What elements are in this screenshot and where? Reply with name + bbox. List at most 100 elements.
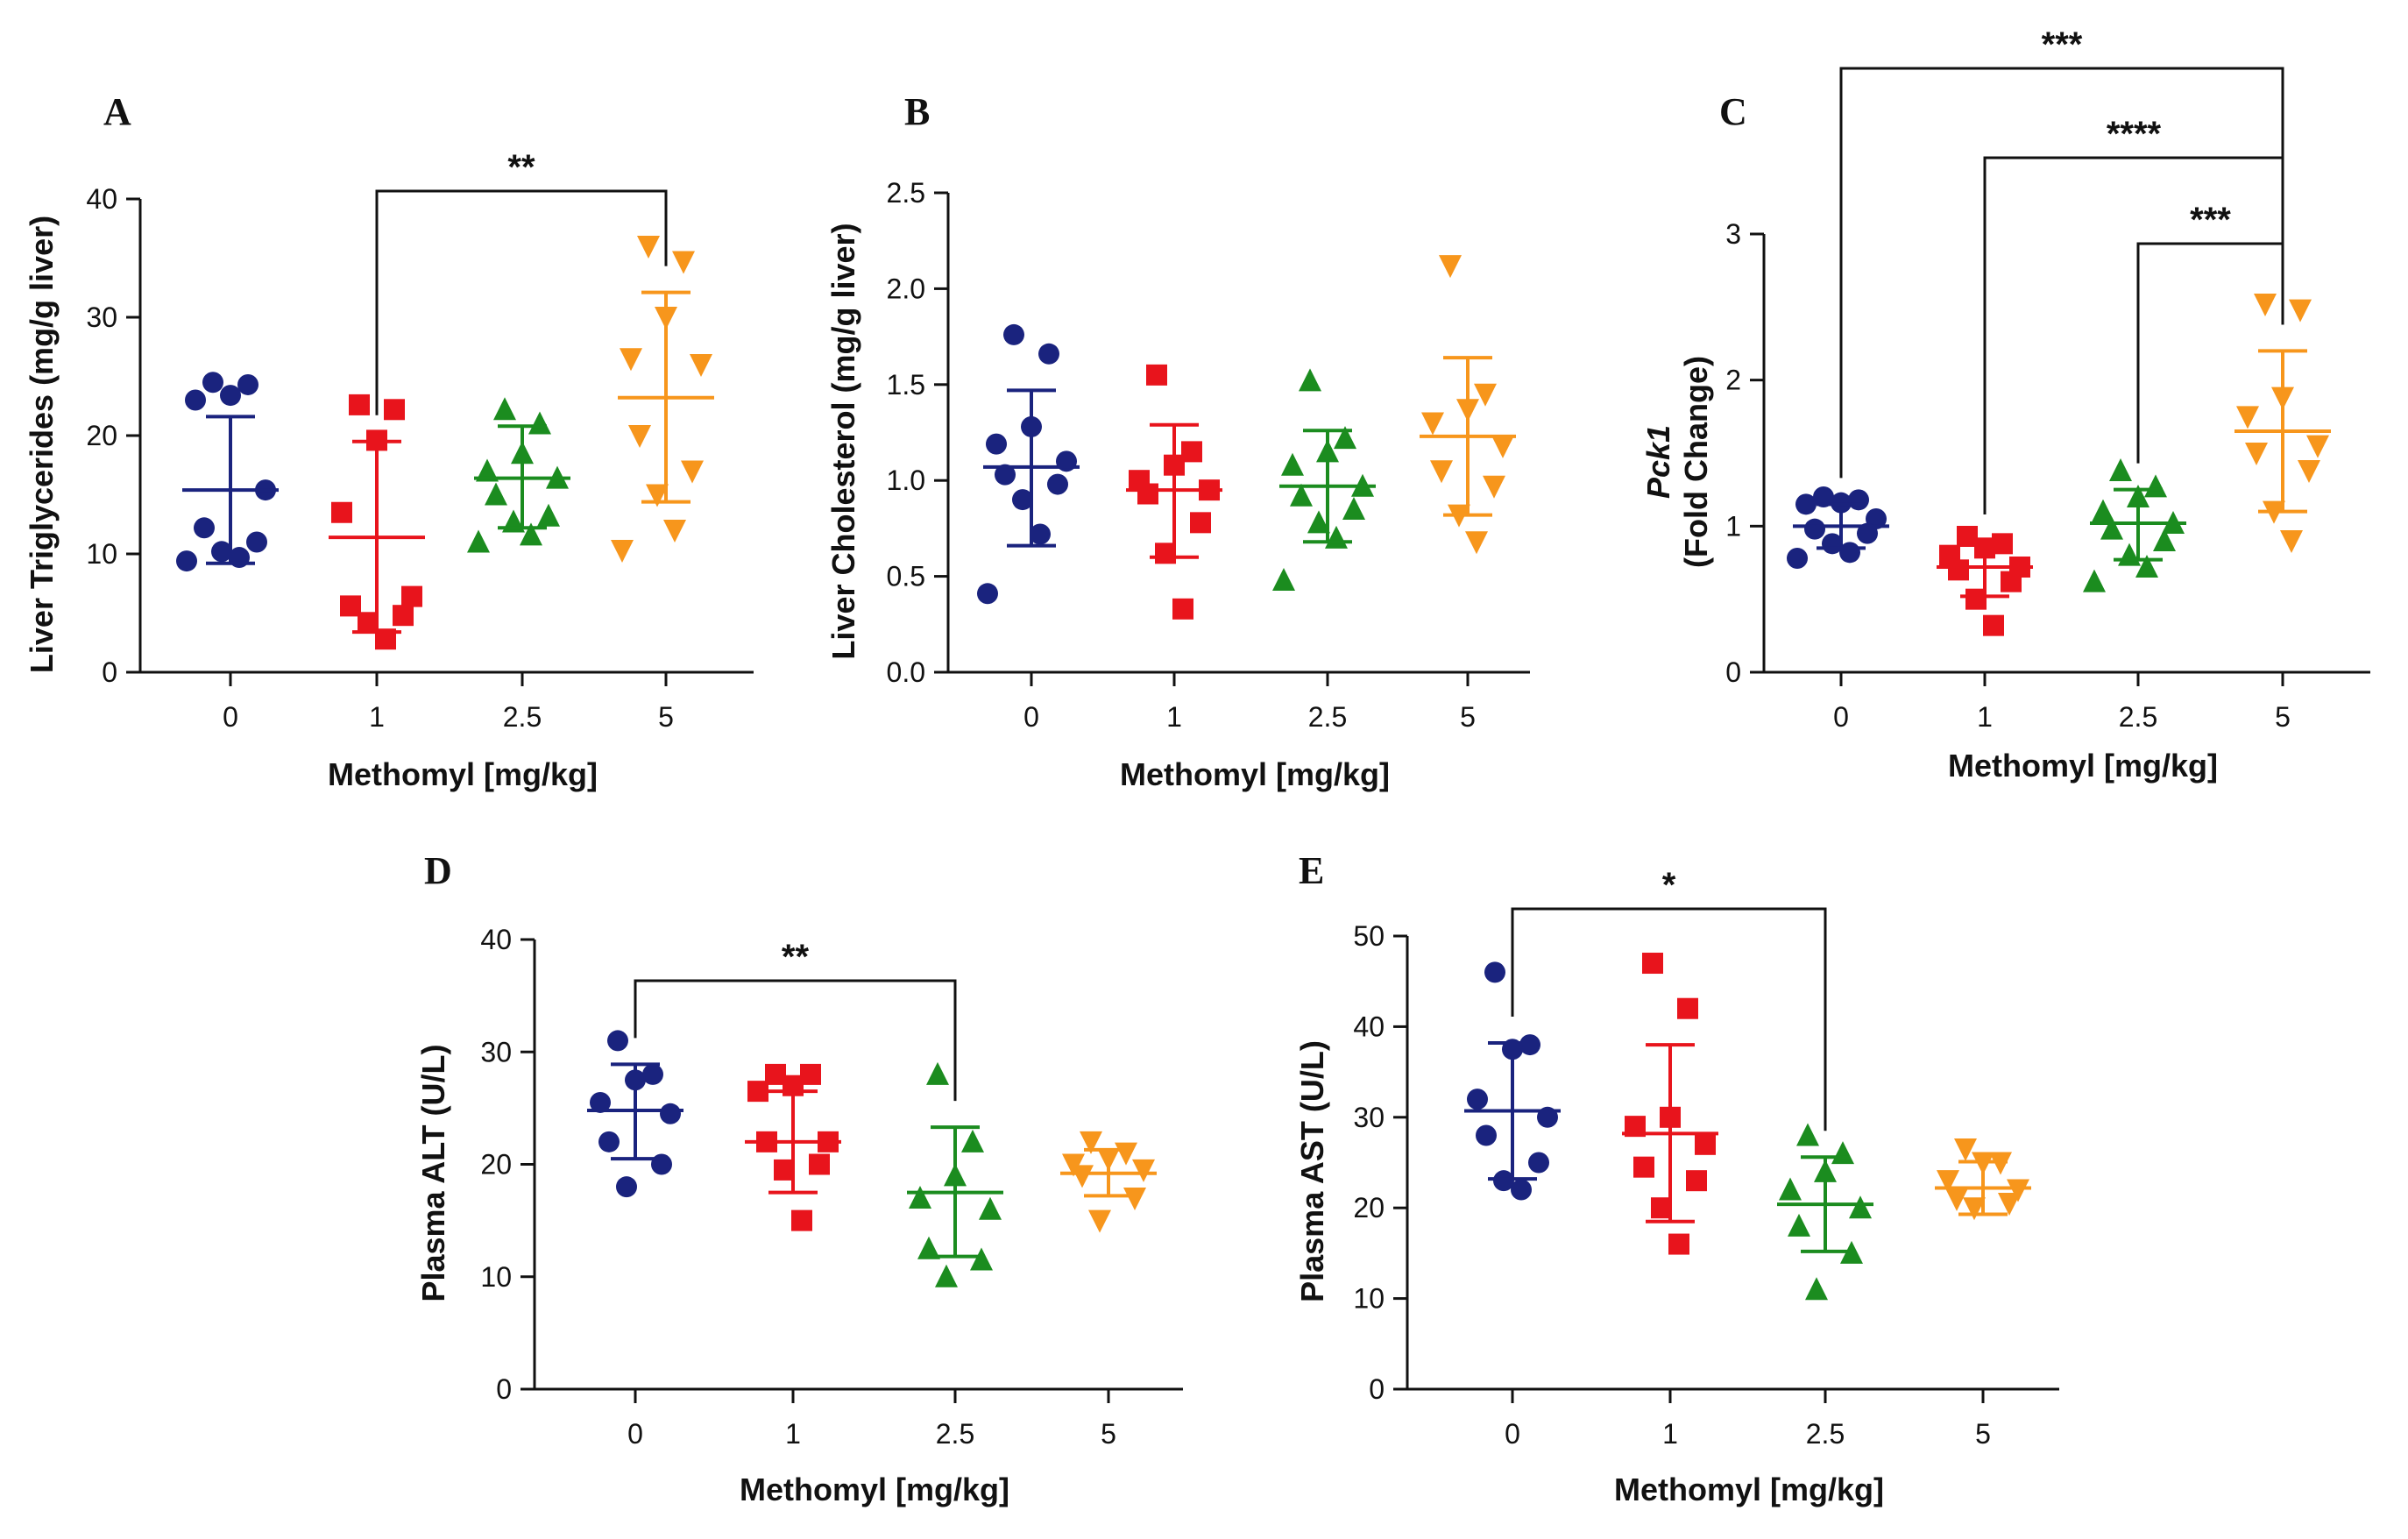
data-point	[1342, 497, 1365, 521]
data-point	[185, 389, 206, 411]
significance-label: *	[1662, 866, 1676, 904]
bracket-line	[1511, 907, 1827, 1131]
group-1	[1937, 526, 2033, 636]
data-point	[1787, 548, 1808, 569]
panel-letter: C	[1719, 90, 1747, 133]
data-point	[2007, 1179, 2029, 1202]
y-tick-label: 2	[1725, 365, 1741, 396]
data-point	[1146, 364, 1167, 386]
y-tick-label: 0.0	[887, 656, 925, 688]
data-point	[970, 1247, 993, 1271]
data-point	[1937, 1170, 1959, 1194]
data-point	[1467, 1089, 1488, 1110]
y-tick-label: 3	[1725, 218, 1741, 250]
data-point	[1439, 255, 1462, 279]
panel-letter: D	[424, 849, 452, 892]
data-point	[2135, 555, 2158, 578]
data-point	[1805, 1277, 1828, 1301]
x-tick-label: 5	[2275, 701, 2291, 733]
data-point	[1813, 486, 1834, 507]
data-point	[628, 425, 651, 448]
data-point	[672, 251, 695, 274]
data-point	[977, 583, 998, 605]
y-tick-label: 30	[480, 1036, 512, 1067]
data-point	[1989, 1152, 2012, 1175]
data-point	[384, 399, 405, 421]
data-point	[176, 550, 197, 572]
data-point	[1677, 997, 1698, 1019]
data-point	[1272, 567, 1295, 591]
data-point	[1983, 614, 2004, 636]
x-tick-label: 1	[1662, 1418, 1678, 1450]
x-tick-label: 0	[223, 701, 238, 733]
data-point	[909, 1185, 931, 1209]
data-point	[1421, 412, 1444, 436]
data-point	[1172, 598, 1193, 620]
data-point	[1511, 1179, 1532, 1201]
data-point	[809, 1153, 830, 1175]
data-point	[349, 394, 370, 415]
data-point	[1307, 510, 1330, 534]
data-point	[2298, 460, 2320, 483]
data-point	[917, 1236, 940, 1259]
group-2.5	[467, 397, 570, 553]
group-5	[2234, 294, 2331, 553]
y-axis-title: Plasma ALT (U/L)	[415, 1044, 451, 1301]
data-point	[1483, 475, 1505, 499]
data-point	[2289, 299, 2312, 323]
y-tick-label: 10	[1353, 1283, 1385, 1315]
data-point	[747, 1081, 768, 1103]
data-point	[1476, 1124, 1497, 1146]
data-point	[1123, 1187, 1146, 1210]
data-point	[476, 458, 499, 482]
group-2.5	[907, 1061, 1003, 1287]
data-point	[926, 1061, 949, 1085]
x-axis-title: Methomyl [mg/kg]	[1614, 1472, 1884, 1507]
panel-a: A 0 10 20 30 40 0 1 2.5 5 Methomyl [mg/kg] Liver Tr…	[24, 90, 754, 792]
data-point	[1290, 483, 1313, 507]
panel-e: E 0 10 20 30 40 50 0 1 2.5 5 Methomyl [mg/kg] Plasma…	[1294, 849, 2059, 1507]
data-point	[590, 1091, 611, 1113]
panel-letter: E	[1299, 849, 1324, 892]
data-point	[1491, 435, 1514, 458]
x-tick-label: 1	[369, 701, 385, 733]
group-0	[587, 1030, 683, 1198]
data-point	[663, 520, 686, 543]
data-point	[1137, 483, 1158, 505]
data-point	[1848, 489, 1869, 511]
data-point	[660, 1103, 681, 1124]
x-tick-label: 5	[1101, 1418, 1116, 1450]
panel-c: C 0 1 2 3 0 1 2.5 5 Methomyl [mg/kg] Pck1 (Fold Cha…	[1640, 25, 2370, 784]
x-tick-label: 5	[658, 701, 674, 733]
x-tick-label: 0	[627, 1418, 643, 1450]
data-point	[979, 1196, 1002, 1220]
data-point	[1795, 493, 1817, 515]
data-point	[493, 397, 516, 421]
data-point	[1954, 1138, 1977, 1161]
data-point	[961, 1129, 984, 1152]
significance-label: ****	[2107, 115, 2162, 153]
group-5	[1935, 1138, 2031, 1221]
y-tick-label: 40	[86, 183, 117, 215]
data-point	[1695, 1133, 1716, 1155]
data-point	[1071, 1165, 1094, 1188]
y-tick-label: 20	[480, 1149, 512, 1181]
data-point	[1840, 1240, 1863, 1264]
data-point	[331, 501, 352, 523]
panel-d: D 0 10 20 30 40 0 1 2.5 5 Methomyl [mg/kg] Plasma A…	[415, 849, 1183, 1507]
group-0	[1464, 961, 1561, 1201]
y-tick-label: 40	[480, 924, 512, 955]
y-tick-label: 2.5	[887, 177, 925, 209]
y-tick-label: 0	[496, 1373, 512, 1405]
x-tick-label: 2.5	[936, 1418, 974, 1450]
data-point	[1088, 1209, 1111, 1233]
data-point	[1080, 1131, 1102, 1154]
bracket-line	[1983, 156, 2284, 514]
significance-bracket: ****	[1983, 115, 2284, 514]
data-point	[1484, 961, 1505, 983]
data-point	[637, 236, 660, 259]
data-point	[935, 1264, 958, 1287]
data-point	[537, 503, 560, 527]
data-point	[642, 1063, 663, 1085]
